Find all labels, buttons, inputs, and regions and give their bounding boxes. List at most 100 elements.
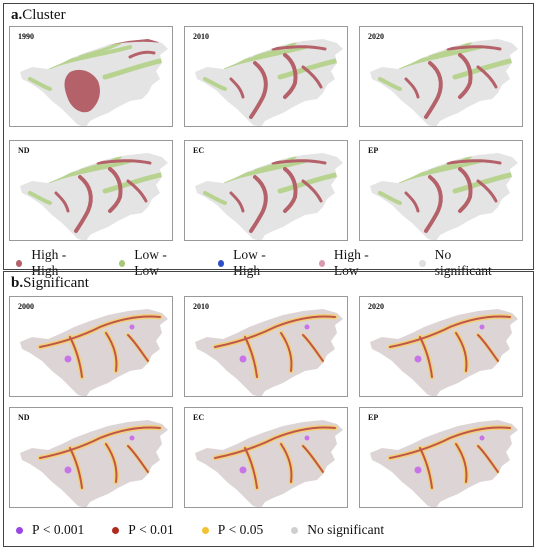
- map-pattern: [28, 77, 52, 91]
- map-pattern: [239, 466, 247, 474]
- map-pattern: [404, 191, 420, 213]
- map-land: [195, 420, 343, 507]
- map-pattern: [302, 445, 324, 473]
- legend-swatch: [112, 526, 120, 534]
- map-pattern: [446, 45, 502, 51]
- map-pattern: [424, 175, 443, 233]
- legend-swatch: [201, 526, 209, 534]
- map-pattern: [102, 172, 163, 194]
- map-panel-2010: 2010: [184, 296, 348, 397]
- panel-label: EP: [368, 413, 379, 422]
- map-pattern: [127, 334, 149, 362]
- legend-item: P < 0.001: [16, 522, 84, 538]
- map-pattern: [428, 41, 472, 59]
- map-pattern: [78, 41, 122, 59]
- legend-item: No significant: [419, 247, 505, 279]
- legend-item: P < 0.01: [112, 522, 174, 538]
- map-panel-ec: EC: [184, 407, 348, 508]
- legend-label: High - High: [31, 247, 67, 278]
- map-land: [195, 153, 343, 240]
- map-land: [370, 420, 518, 507]
- legend-swatch: [118, 259, 126, 267]
- map-panel-2000: 2000: [9, 296, 173, 397]
- map-pattern: [378, 77, 402, 91]
- legend-item: P < 0.05: [201, 522, 263, 538]
- map-panel-2020: 2020: [359, 26, 523, 127]
- map-image: [195, 309, 343, 396]
- map-panel-ep: EP: [359, 407, 523, 508]
- legend-label: P < 0.01: [128, 522, 174, 537]
- significant-legend: P < 0.001 P < 0.01 P < 0.05 No significant: [16, 522, 412, 538]
- legend-label: Low - Low: [134, 247, 167, 278]
- map-image: [20, 420, 168, 507]
- map-panel-nd: ND: [9, 407, 173, 508]
- map-pattern: [389, 315, 511, 348]
- map-pattern: [102, 58, 163, 80]
- map-pattern: [479, 324, 485, 330]
- map-pattern: [271, 45, 327, 51]
- map-panel-nd: ND: [9, 140, 173, 241]
- map-pattern: [280, 332, 293, 372]
- map-image: [20, 153, 168, 240]
- legend-item: No significant: [291, 522, 384, 538]
- map-pattern: [214, 426, 336, 459]
- map-land: [195, 39, 343, 126]
- map-pattern: [277, 58, 338, 80]
- map-pattern: [128, 50, 156, 59]
- map-pattern: [479, 435, 485, 441]
- map-pattern: [249, 175, 268, 233]
- map-land: [20, 309, 168, 396]
- legend-label: Low - High: [233, 247, 266, 278]
- map-pattern: [458, 167, 473, 213]
- legend-swatch: [419, 259, 426, 267]
- map-pattern: [129, 324, 135, 330]
- panel-label: 2000: [18, 302, 34, 311]
- map-panel-1990: 1990: [9, 26, 173, 127]
- map-panel-2010: 2010: [184, 26, 348, 127]
- map-pattern: [304, 435, 310, 441]
- panel-label: EC: [193, 413, 205, 422]
- map-pattern: [458, 53, 473, 99]
- panel-label: 2010: [193, 302, 209, 311]
- map-pattern: [64, 466, 72, 474]
- map-image: [370, 309, 518, 396]
- map-pattern: [271, 159, 327, 165]
- map-pattern: [105, 443, 118, 483]
- map-pattern: [105, 332, 118, 372]
- map-land: [370, 153, 518, 240]
- map-pattern: [419, 336, 433, 378]
- map-image: [195, 39, 343, 126]
- map-pattern: [129, 435, 135, 441]
- map-pattern: [203, 77, 227, 91]
- map-image: [195, 153, 343, 240]
- map-pattern: [455, 443, 468, 483]
- map-pattern: [64, 69, 100, 113]
- map-pattern: [283, 53, 298, 99]
- map-pattern: [244, 336, 258, 378]
- map-pattern: [96, 159, 152, 165]
- map-pattern: [452, 172, 513, 194]
- map-pattern: [280, 443, 293, 483]
- map-pattern: [126, 179, 148, 203]
- map-pattern: [64, 355, 72, 363]
- map-pattern: [378, 191, 402, 205]
- map-pattern: [39, 426, 161, 459]
- map-panel-ec: EC: [184, 140, 348, 241]
- map-pattern: [302, 334, 324, 362]
- map-pattern: [229, 77, 245, 99]
- panel-label: 1990: [18, 32, 34, 41]
- map-pattern: [389, 426, 511, 459]
- map-pattern: [477, 445, 499, 473]
- map-pattern: [301, 65, 323, 89]
- significant-section: b.Significant 2000 2010 2020 ND EC EP P < 0.00…: [3, 271, 534, 547]
- significant-section-title: b.Significant: [11, 275, 89, 291]
- map-image: [20, 39, 168, 126]
- map-land: [370, 39, 518, 126]
- cluster-section-title: a.Cluster: [11, 7, 66, 23]
- legend-swatch: [291, 526, 299, 534]
- map-pattern: [452, 58, 513, 80]
- map-pattern: [108, 167, 123, 213]
- legend-swatch: [16, 259, 23, 267]
- map-pattern: [214, 315, 336, 348]
- map-pattern: [424, 61, 443, 119]
